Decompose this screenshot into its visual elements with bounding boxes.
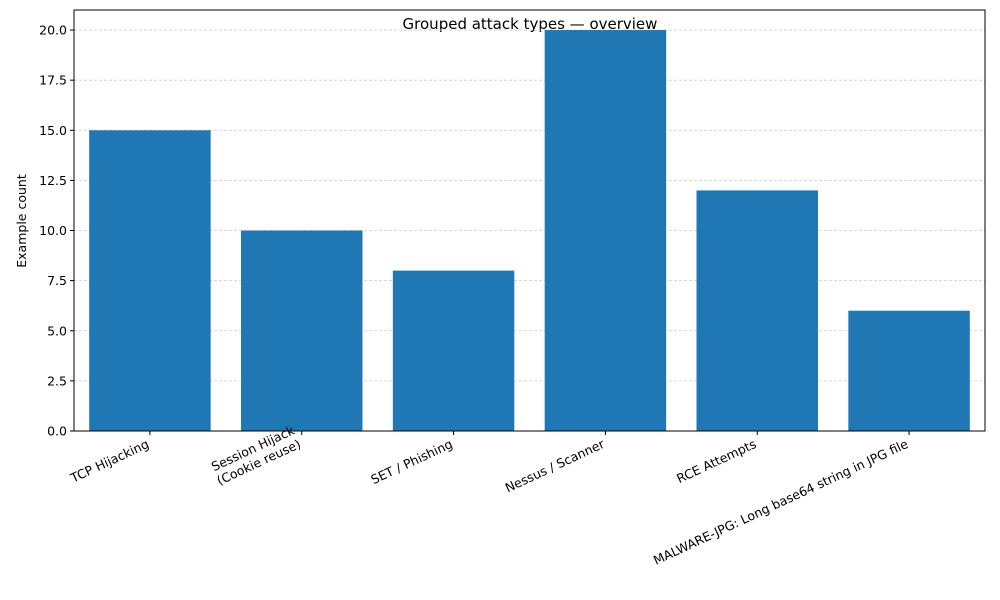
y-axis-label: Example count: [14, 174, 29, 268]
y-tick-label: 5.0: [47, 323, 67, 338]
y-tick-label: 2.5: [47, 373, 67, 388]
x-tick-label: TCP Hijacking: [67, 436, 151, 486]
grid-lines: [74, 29, 985, 382]
y-tick-label: 0.0: [47, 424, 67, 439]
plot-frame: [73, 9, 986, 432]
x-tick-label: Session Hijack(Cookie reuse): [208, 422, 304, 488]
x-tick-label: MALWARE-JPG: Long base64 string in JPG f…: [651, 436, 911, 568]
x-tick-label: Nessus / Scanner: [503, 436, 608, 496]
y-tick-label: 12.5: [39, 173, 67, 188]
chart-title: Grouped attack types — overview: [403, 15, 658, 33]
bars: [89, 30, 970, 432]
y-tick-label: 10.0: [39, 223, 67, 238]
y-tick-label: 17.5: [39, 73, 67, 88]
bar: [544, 30, 667, 432]
bar: [241, 230, 363, 431]
bar: [89, 130, 211, 432]
y-tick-label: 20.0: [39, 23, 67, 38]
x-tick-label: RCE Attempts: [674, 436, 758, 486]
bar: [696, 190, 818, 431]
bar: [392, 270, 515, 431]
y-tick-label: 7.5: [47, 273, 67, 288]
x-axis: TCP Hijacking Session Hijack(Cookie reuse…: [67, 422, 910, 568]
y-tick-label: 15.0: [39, 123, 67, 138]
x-tick-label: SET / Phishing: [368, 436, 454, 487]
y-axis: 0.0 2.5 5.0 7.5 10.0 12.5 15.0 17.5 20.0: [39, 23, 74, 439]
bar: [848, 310, 970, 431]
